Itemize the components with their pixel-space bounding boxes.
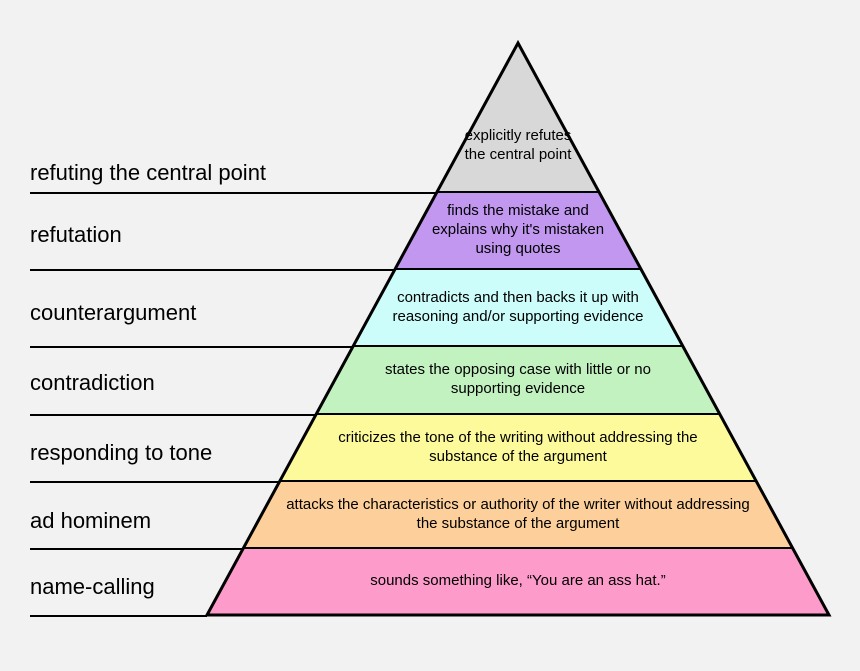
level-description: sounds something like, “You are an ass h… [249,553,788,610]
level-label: refuting the central point [30,160,266,186]
level-label: name-calling [30,574,155,600]
level-rule [30,548,243,550]
level-description: attacks the characteristics or authority… [282,486,754,543]
pyramid-diagram: refuting the central point explicitly ref… [0,0,860,666]
level-description: explicitly refutes the central point [458,108,578,184]
level-label: responding to tone [30,440,212,466]
level-rule [30,481,280,483]
level-description: finds the mistake and explains why it's … [424,197,612,264]
level-label: counterargument [30,300,196,326]
level-label: contradiction [30,370,155,396]
level-description: states the opposing case with little or … [349,351,686,409]
level-rule [30,346,353,348]
level-rule [30,615,207,617]
level-label: ad hominem [30,508,151,534]
level-description: contradicts and then backs it up with re… [386,274,651,341]
level-label: refutation [30,222,122,248]
level-rule [30,192,437,194]
level-description: criticizes the tone of the writing witho… [316,419,721,476]
level-rule [30,269,395,271]
level-rule [30,414,316,416]
